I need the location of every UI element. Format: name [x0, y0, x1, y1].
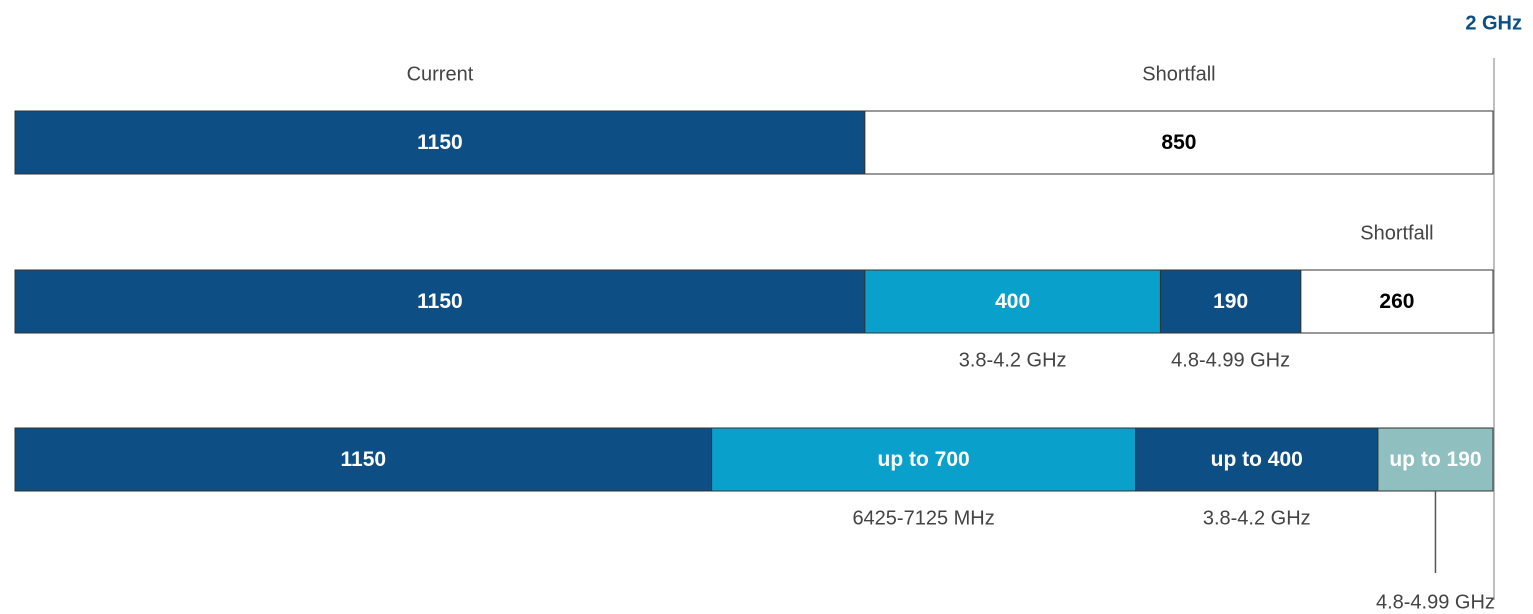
bar-segment — [1135, 427, 1379, 492]
segment-value: 850 — [1161, 131, 1196, 154]
segment-caption: 3.8-4.2 GHz — [959, 349, 1067, 371]
bar-segment — [711, 427, 1137, 492]
bar-segment — [1300, 269, 1494, 334]
segment-caption: 4.8-4.99 GHz — [1376, 591, 1495, 613]
segment-value: up to 700 — [878, 448, 970, 471]
segment-caption: 4.8-4.99 GHz — [1171, 349, 1290, 371]
limit-label: 2 GHz — [1465, 12, 1522, 34]
segment-value: 260 — [1379, 290, 1414, 313]
segment-value: 1150 — [341, 448, 387, 471]
segment-value: up to 400 — [1211, 448, 1303, 471]
segment-value: 190 — [1213, 290, 1248, 313]
segment-value: 1150 — [417, 131, 463, 154]
segment-caption: 6425-7125 MHz — [852, 507, 994, 529]
segment-caption: Shortfall — [1142, 63, 1215, 85]
bar-segment — [864, 110, 1494, 175]
bar-segment — [14, 110, 866, 175]
segment-caption: 3.8-4.2 GHz — [1203, 507, 1311, 529]
segment-value: 1150 — [417, 290, 463, 313]
bar-segment — [14, 269, 866, 334]
segment-value: up to 190 — [1389, 448, 1481, 471]
bar-segment — [1377, 427, 1494, 492]
segment-caption: Shortfall — [1360, 222, 1433, 244]
segment-caption: Current — [407, 63, 474, 85]
segment-value: 400 — [995, 290, 1030, 313]
